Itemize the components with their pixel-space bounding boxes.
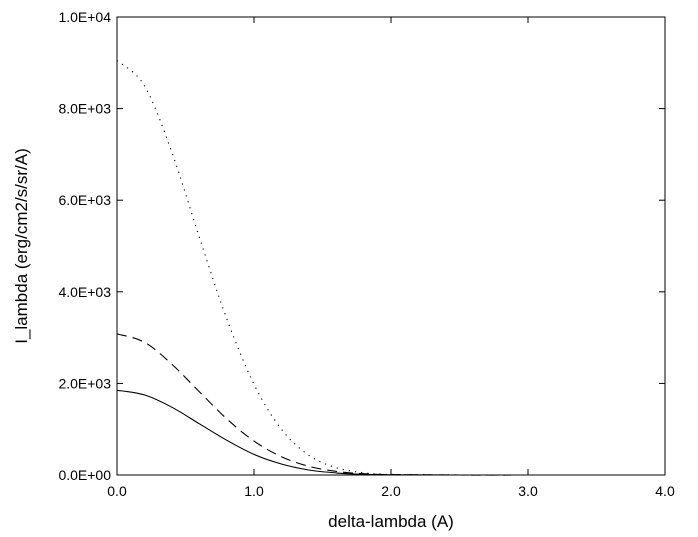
- y-tick-label: 8.0E+03: [58, 101, 111, 117]
- y-tick-label: 0.0E+00: [58, 467, 111, 483]
- y-tick-label: 4.0E+03: [58, 284, 111, 300]
- x-axis-title: delta-lambda (A): [328, 512, 454, 531]
- series-line-dashed: [116, 333, 665, 476]
- series-line-solid: [116, 389, 665, 476]
- axis-ticks: [116, 16, 666, 476]
- x-tick-label: 4.0: [655, 483, 675, 499]
- x-tick-label: 2.0: [381, 483, 401, 499]
- tick-labels: 0.0 1.0 2.0 3.0 4.0 0.0E+00 2.0E+03 4.0E+03 6.0E…: [58, 9, 675, 499]
- y-axis-title: I_lambda (erg/cm2/s/sr/A): [12, 148, 31, 344]
- x-tick-label: 1.0: [244, 483, 264, 499]
- y-tick-label: 1.0E+04: [58, 9, 111, 25]
- y-tick-label: 6.0E+03: [58, 192, 111, 208]
- x-tick-label: 0.0: [107, 483, 127, 499]
- plot-frame: [116, 16, 666, 476]
- series-line-dotted: [116, 60, 665, 476]
- y-tick-label: 2.0E+03: [58, 375, 111, 391]
- series-layer: [116, 60, 665, 476]
- x-tick-label: 3.0: [518, 483, 538, 499]
